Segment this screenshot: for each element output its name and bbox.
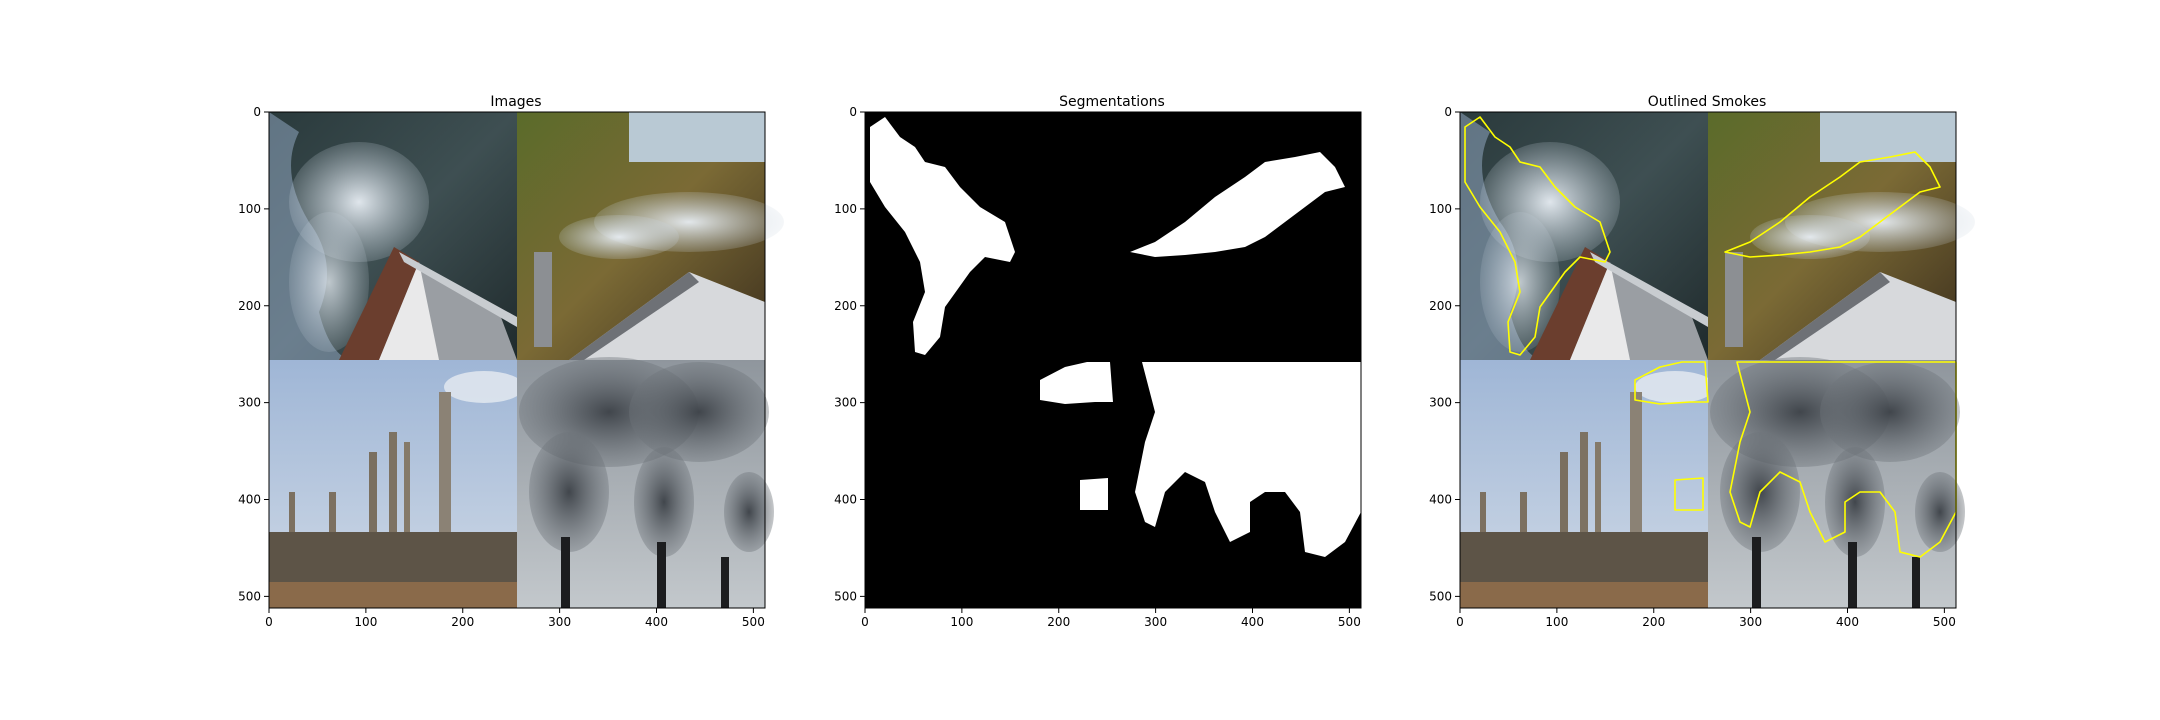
x-tick-label: 200 bbox=[1047, 615, 1070, 629]
x-tick-label: 500 bbox=[742, 615, 765, 629]
panel-title-images: Images bbox=[490, 94, 541, 110]
x-tick-label: 200 bbox=[451, 615, 474, 629]
y-tick-label: 400 bbox=[1429, 493, 1452, 507]
axes-frame bbox=[1459, 111, 1957, 609]
x-tick-label: 200 bbox=[1642, 615, 1665, 629]
y-tick-label: 100 bbox=[238, 202, 261, 216]
x-tick-label: 100 bbox=[1545, 615, 1568, 629]
y-tick-label: 500 bbox=[238, 589, 261, 603]
y-tick-label: 100 bbox=[1429, 202, 1452, 216]
panel-title-segmentations: Segmentations bbox=[1059, 94, 1165, 110]
panel-images: Images bbox=[268, 94, 784, 609]
x-tick-label: 500 bbox=[1933, 615, 1956, 629]
x-tick-label: 300 bbox=[1739, 615, 1762, 629]
x-tick-label: 400 bbox=[1241, 615, 1264, 629]
panel-title-outlined: Outlined Smokes bbox=[1648, 94, 1767, 110]
y-tick-label: 500 bbox=[834, 589, 857, 603]
y-tick-label: 400 bbox=[238, 493, 261, 507]
x-tick-label: 0 bbox=[1456, 615, 1464, 629]
x-tick-label: 0 bbox=[265, 615, 273, 629]
x-tick-label: 400 bbox=[645, 615, 668, 629]
composite-image bbox=[269, 112, 784, 608]
x-tick-label: 100 bbox=[950, 615, 973, 629]
y-tick-label: 200 bbox=[1429, 299, 1452, 313]
x-tick-label: 300 bbox=[548, 615, 571, 629]
axes-frame bbox=[268, 111, 766, 609]
y-tick-label: 400 bbox=[834, 493, 857, 507]
panel-outlined: Outlined Smokes bbox=[1459, 94, 1975, 609]
x-tick-label: 500 bbox=[1338, 615, 1361, 629]
x-tick-label: 300 bbox=[1144, 615, 1167, 629]
x-tick-label: 100 bbox=[354, 615, 377, 629]
y-tick-label: 0 bbox=[849, 105, 857, 119]
y-tick-label: 0 bbox=[1444, 105, 1452, 119]
y-tick-label: 300 bbox=[1429, 396, 1452, 410]
y-tick-label: 200 bbox=[238, 299, 261, 313]
y-tick-label: 500 bbox=[1429, 589, 1452, 603]
y-tick-label: 300 bbox=[238, 396, 261, 410]
panel-segmentations: Segmentations bbox=[864, 94, 1362, 609]
y-tick-label: 200 bbox=[834, 299, 857, 313]
x-tick-label: 0 bbox=[861, 615, 869, 629]
axes-frame bbox=[864, 111, 1362, 609]
y-tick-label: 100 bbox=[834, 202, 857, 216]
y-tick-label: 300 bbox=[834, 396, 857, 410]
y-tick-label: 0 bbox=[253, 105, 261, 119]
x-tick-label: 400 bbox=[1836, 615, 1859, 629]
smoke-outlines bbox=[1464, 116, 1957, 558]
axes-ticks: 0 100 200 300 400 500 0 100 200 300 400 500 0 100 200 3… bbox=[238, 105, 1956, 629]
